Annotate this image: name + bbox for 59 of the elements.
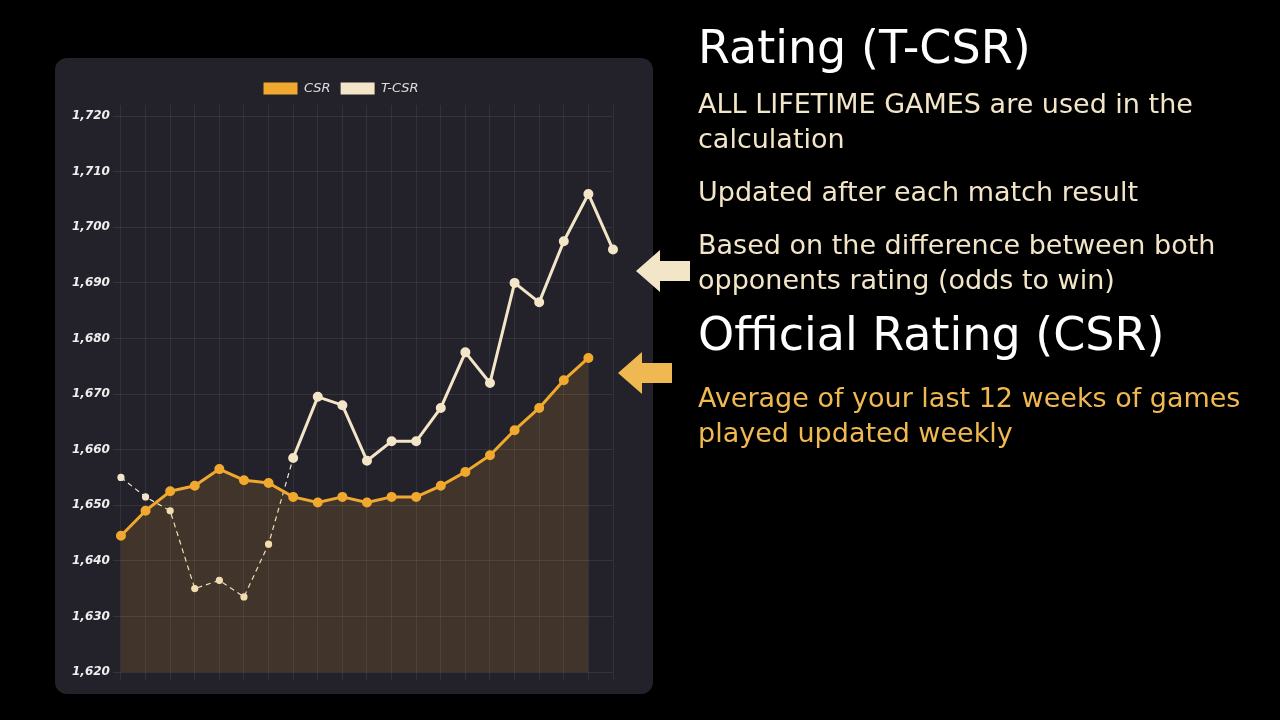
point <box>361 455 372 466</box>
point <box>484 377 495 388</box>
legend-label: T-CSR <box>381 79 419 95</box>
point <box>288 491 299 502</box>
point <box>238 475 249 486</box>
text: Official Rating (CSR) <box>698 307 1166 361</box>
y-tick-label: 1,640 <box>71 552 110 567</box>
point <box>264 540 273 548</box>
point <box>117 473 125 482</box>
point <box>558 375 569 386</box>
point <box>141 493 150 501</box>
point <box>460 347 471 358</box>
point <box>608 244 618 255</box>
point <box>411 436 422 447</box>
y-tick-label: 1,710 <box>71 163 110 178</box>
point <box>263 478 274 488</box>
point <box>312 497 323 508</box>
point <box>165 486 176 497</box>
text: ALL LIFETIME GAMES are used in the calculation <box>698 87 1194 156</box>
point <box>191 585 199 593</box>
y-tick-label: 1,670 <box>71 386 110 401</box>
point <box>214 464 225 475</box>
text: Updated after each match result <box>698 175 1139 209</box>
point <box>337 400 348 411</box>
y-tick-label: 1,690 <box>71 275 110 290</box>
point <box>189 480 200 491</box>
point <box>509 425 520 436</box>
point <box>484 450 495 461</box>
text: Average of your last 12 weeks of games played updated weekly <box>698 381 1242 450</box>
point <box>534 402 545 413</box>
point <box>583 188 594 199</box>
y-tick-label: 1,720 <box>71 108 110 123</box>
point <box>583 352 594 363</box>
point <box>140 505 151 516</box>
point <box>411 491 422 502</box>
point <box>337 491 348 502</box>
point <box>240 593 248 601</box>
point <box>115 530 126 541</box>
point <box>558 236 569 247</box>
legend-label: CSR <box>304 79 331 95</box>
y-tick-label: 1,650 <box>71 497 110 512</box>
point <box>435 402 446 413</box>
text: Based on the difference between both opponents rating (odds to win) <box>698 228 1217 297</box>
point <box>386 491 397 502</box>
y-tick-label: 1,630 <box>71 608 110 623</box>
point <box>215 576 223 584</box>
point <box>312 391 323 402</box>
point <box>361 497 372 508</box>
text: Rating (T-CSR) <box>698 20 1032 74</box>
point <box>509 277 520 288</box>
point <box>386 436 397 447</box>
y-tick-label: 1,660 <box>71 441 110 456</box>
point <box>435 480 446 491</box>
point <box>534 297 545 308</box>
y-tick-label: 1,620 <box>71 664 110 679</box>
point <box>166 507 174 515</box>
y-tick-label: 1,700 <box>71 219 110 234</box>
y-tick-label: 1,680 <box>71 330 110 345</box>
point <box>460 466 471 477</box>
